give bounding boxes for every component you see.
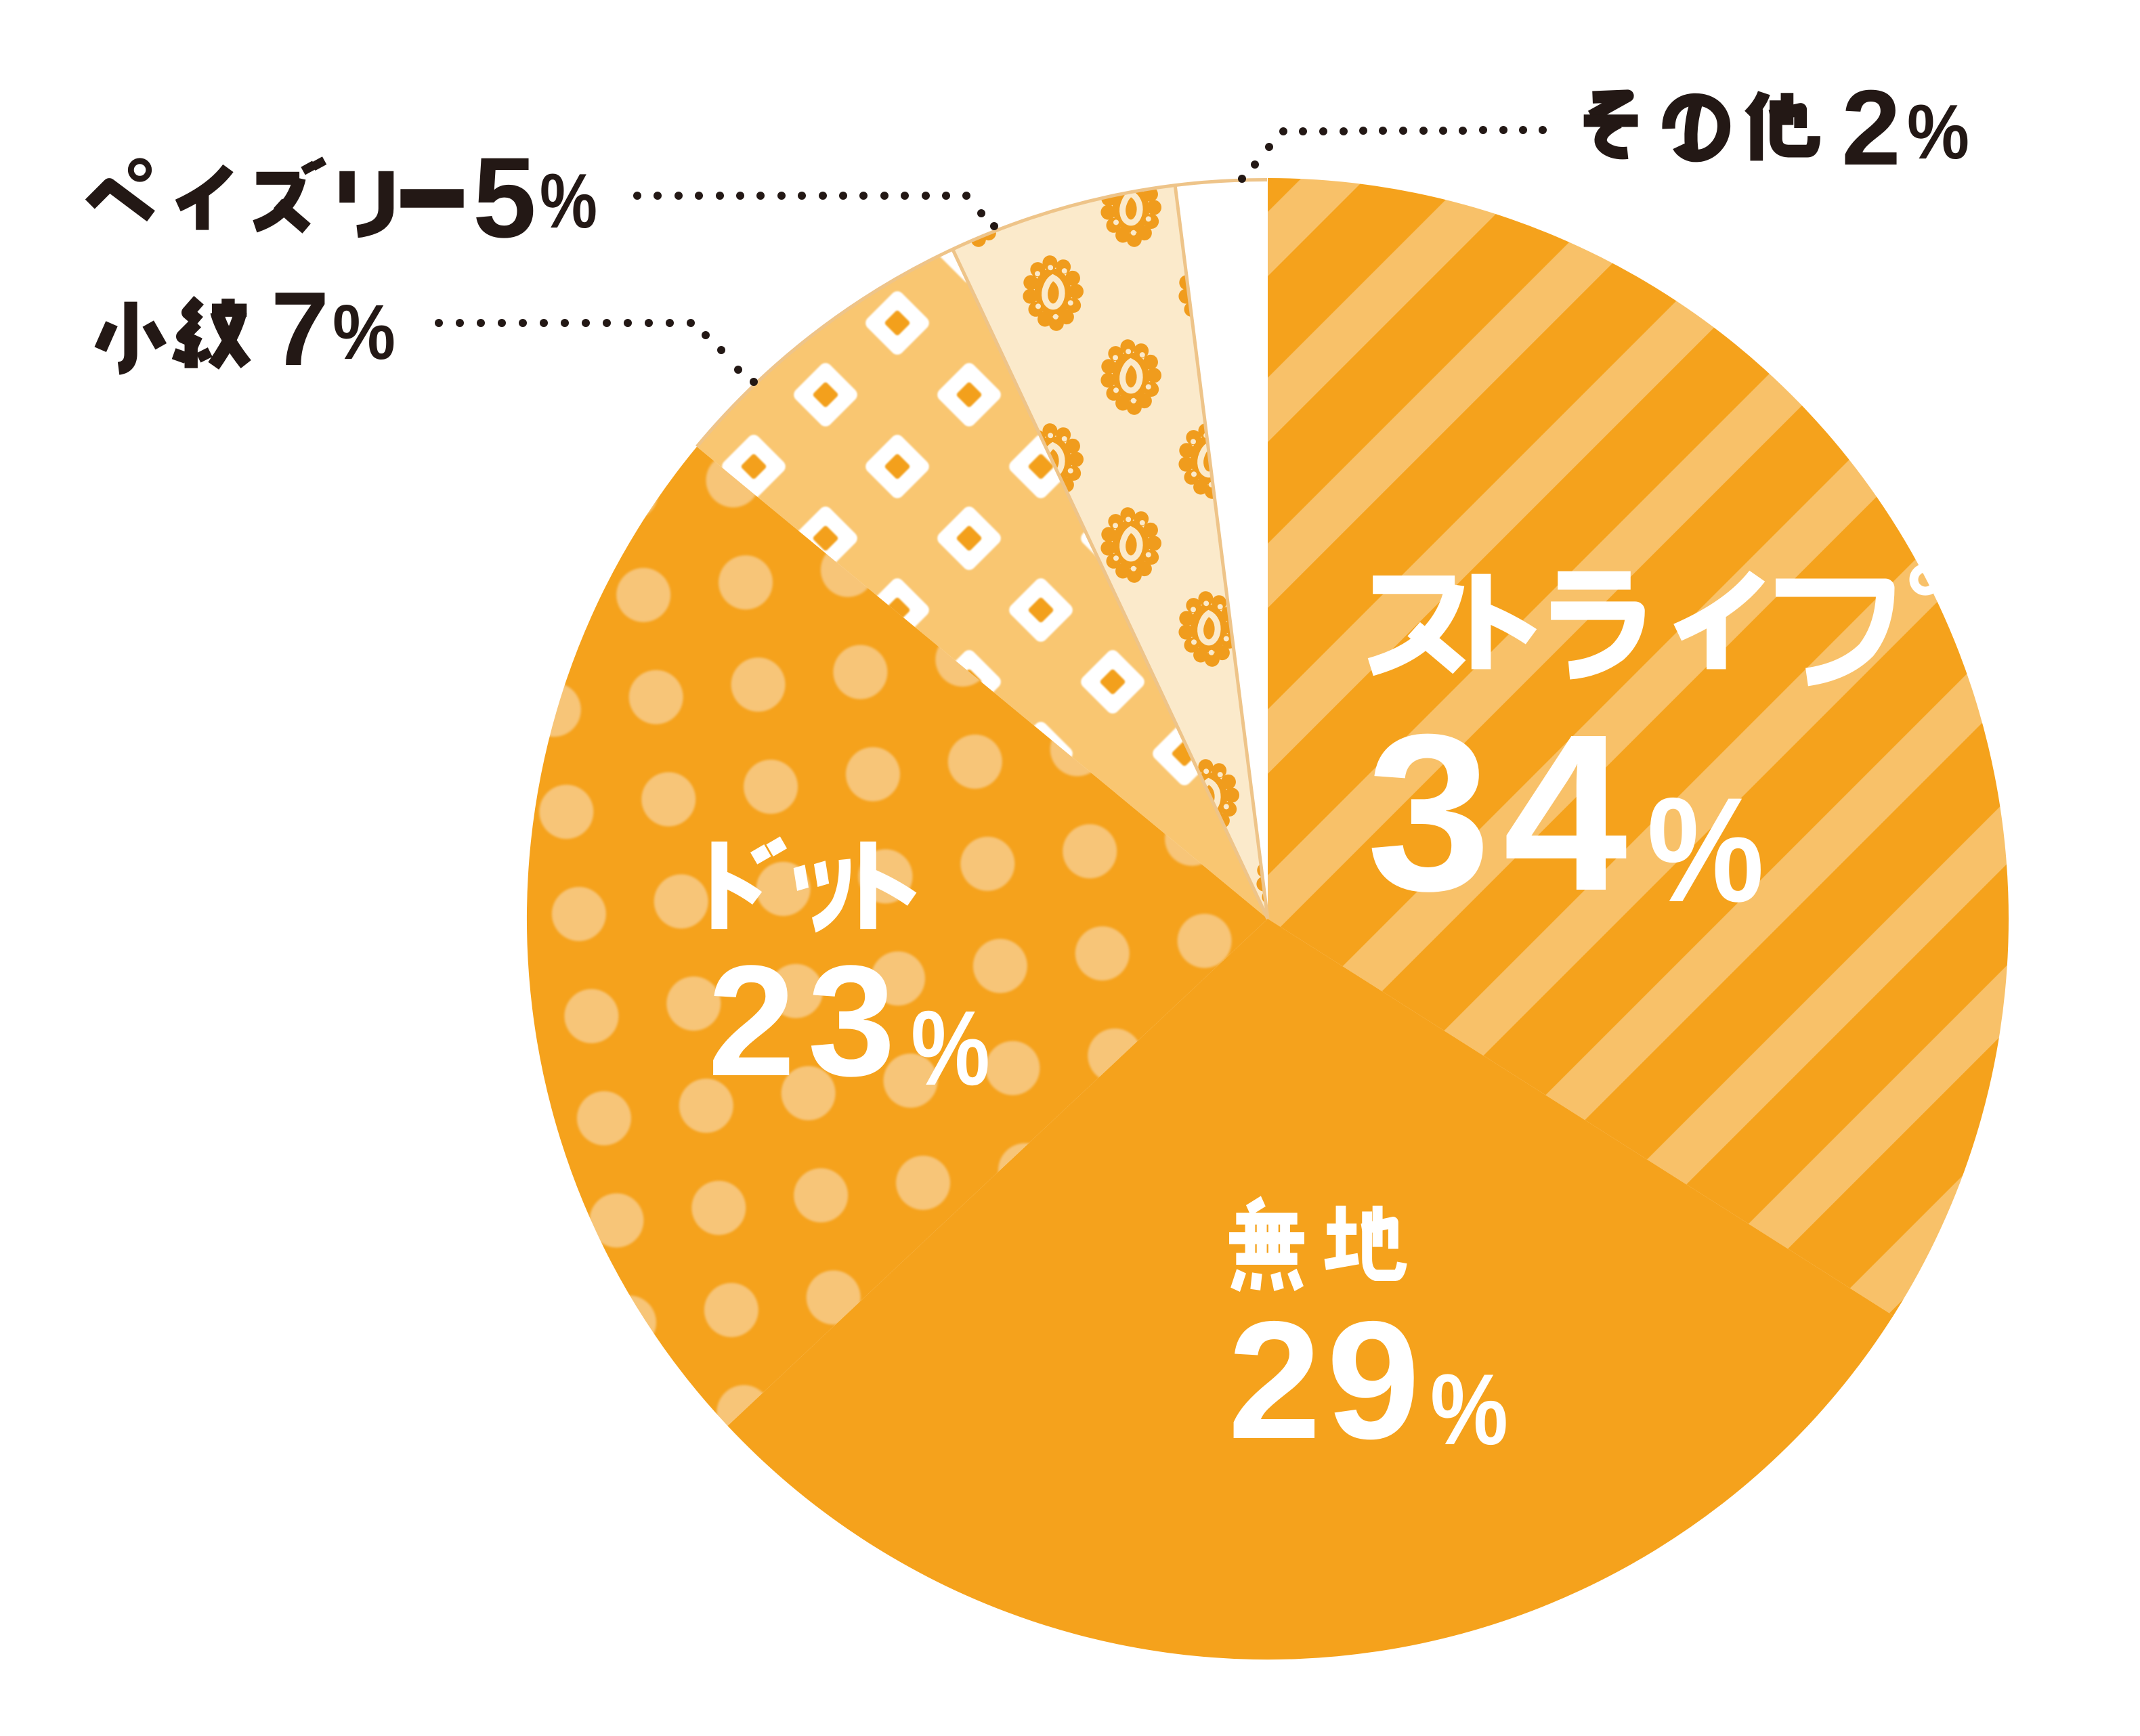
svg-text:23: 23 xyxy=(708,933,907,1109)
svg-text:7: 7 xyxy=(271,270,329,387)
svg-text:2: 2 xyxy=(1841,68,1901,188)
svg-text:%: % xyxy=(911,989,990,1108)
svg-text:5: 5 xyxy=(473,133,536,261)
svg-text:34: 34 xyxy=(1367,687,1640,937)
svg-text:29: 29 xyxy=(1228,1286,1426,1474)
svg-text:%: % xyxy=(540,158,597,244)
svg-text:%: % xyxy=(333,289,395,376)
svg-text:%: % xyxy=(1647,766,1764,933)
svg-text:%: % xyxy=(1430,1353,1508,1466)
svg-text:%: % xyxy=(1907,89,1969,175)
